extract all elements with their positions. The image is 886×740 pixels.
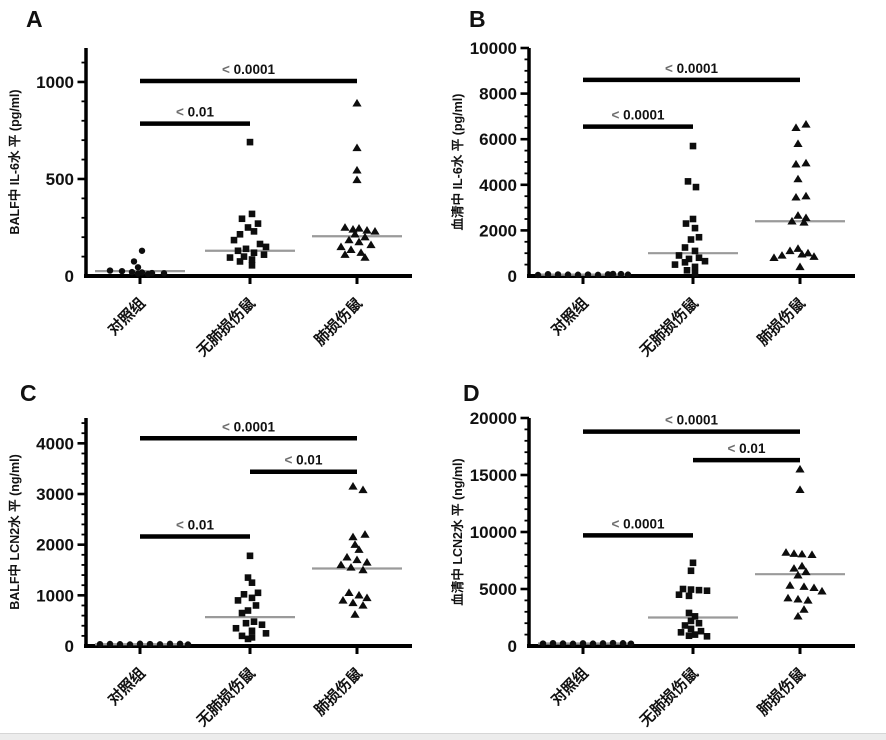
svg-text:500: 500 [46, 170, 74, 189]
svg-text:< 0.01: < 0.01 [176, 518, 214, 533]
data-points [534, 119, 819, 279]
data-points [539, 464, 827, 647]
x-tick-label: 无肺损伤鼠 [635, 664, 701, 730]
x-axis: 对照组 无肺损伤鼠 肺损伤鼠 [527, 644, 855, 731]
x-tick-label: 对照组 [547, 294, 592, 339]
y-axis: 0 5000 10000 15000 20000 血清中 LCN2水 平 (ng/ml) [450, 409, 531, 656]
x-axis: 对照组 无肺损伤鼠 肺损伤鼠 [84, 644, 412, 731]
svg-text:10000: 10000 [470, 523, 517, 542]
panel-b: B 0 2000 4000 6000 8000 10000 血清中 IL-6水 平 (pg/… [443, 0, 886, 370]
svg-text:< 0.01: < 0.01 [285, 453, 323, 468]
panel-letter-a: A [26, 6, 43, 32]
svg-text:0: 0 [508, 267, 517, 286]
panel-letter-d: D [463, 380, 480, 406]
scatter-plot-serum-il6: 0 2000 4000 6000 8000 10000 血清中 IL-6水 平 (pg/ml… [450, 39, 855, 361]
y-axis-title: 血清中 LCN2水 平 (ng/ml) [450, 458, 465, 605]
svg-text:20000: 20000 [470, 409, 517, 428]
panel-a: A 0 500 1000 BALF中 IL-6水 平 (pg/ml) 对照组 无肺损伤鼠肺… [0, 0, 443, 370]
svg-text:2000: 2000 [479, 221, 517, 240]
svg-text:0: 0 [65, 267, 74, 286]
svg-text:< 0.0001: < 0.0001 [665, 413, 718, 428]
svg-text:< 0.0001: < 0.0001 [222, 62, 275, 77]
svg-text:< 0.0001: < 0.0001 [612, 516, 665, 531]
svg-text:6000: 6000 [479, 130, 517, 149]
x-tick-label: 对照组 [104, 294, 149, 339]
svg-text:< 0.01: < 0.01 [728, 441, 766, 456]
x-axis: 对照组 无肺损伤鼠 肺损伤鼠 [84, 274, 412, 361]
data-points [96, 482, 372, 648]
svg-text:0: 0 [508, 637, 517, 656]
svg-text:5000: 5000 [479, 580, 517, 599]
y-axis-title: 血清中 IL-6水 平 (pg/ml) [450, 94, 465, 231]
panel-d: D 0 5000 10000 15000 20000 血清中 LCN2水 平 (ng/ml… [443, 370, 886, 740]
bottom-border [0, 733, 886, 740]
svg-text:< 0.0001: < 0.0001 [222, 419, 275, 434]
y-axis-title: BALF中 LCN2水 平 (ng/ml) [7, 454, 22, 610]
svg-text:< 0.01: < 0.01 [176, 105, 214, 120]
x-tick-label: 肺损伤鼠 [754, 664, 809, 719]
scatter-plot-balf-il6: 0 500 1000 BALF中 IL-6水 平 (pg/ml) 对照组 无肺损伤鼠 肺损伤… [7, 48, 412, 361]
panel-letter-c: C [20, 380, 37, 406]
x-tick-label: 肺损伤鼠 [754, 294, 809, 349]
y-axis: 0 2000 4000 6000 8000 10000 血清中 IL-6水 平 (pg/ml… [450, 39, 531, 286]
x-tick-label: 肺损伤鼠 [311, 664, 366, 719]
svg-text:2000: 2000 [36, 536, 74, 555]
svg-text:< 0.0001: < 0.0001 [665, 61, 718, 76]
x-tick-label: 肺损伤鼠 [311, 294, 366, 349]
svg-text:15000: 15000 [470, 466, 517, 485]
significance-bars: < 0.0001 < 0.0001 [583, 61, 800, 129]
scatter-plot-serum-lcn2: 0 5000 10000 15000 20000 血清中 LCN2水 平 (ng/ml) 对… [450, 409, 855, 731]
svg-text:0: 0 [65, 637, 74, 656]
panel-letter-b: B [469, 6, 486, 32]
x-tick-label: 无肺损伤鼠 [635, 294, 701, 360]
svg-text:10000: 10000 [470, 39, 517, 58]
significance-bars: < 0.0001 < 0.01 < 0.0001 [583, 413, 800, 538]
data-points [106, 98, 380, 278]
significance-bars: < 0.0001 < 0.01 [140, 62, 357, 126]
svg-text:4000: 4000 [479, 176, 517, 195]
y-axis-title: BALF中 IL-6水 平 (pg/ml) [7, 89, 22, 234]
x-tick-label: 对照组 [104, 664, 149, 709]
svg-text:4000: 4000 [36, 434, 74, 453]
x-tick-label: 无肺损伤鼠 [192, 294, 258, 360]
significance-bars: < 0.0001 < 0.01 < 0.01 [140, 419, 357, 539]
x-axis: 对照组 无肺损伤鼠 肺损伤鼠 [527, 274, 855, 361]
y-axis: 0 500 1000 BALF中 IL-6水 平 (pg/ml) [7, 48, 88, 286]
y-axis: 0 1000 2000 3000 4000 BALF中 LCN2水 平 (ng/ml) [7, 418, 88, 656]
panel-c: C 0 1000 2000 3000 4000 BALF中 LCN2水 平 (ng/ml)… [0, 370, 443, 740]
scatter-plot-balf-lcn2: 0 1000 2000 3000 4000 BALF中 LCN2水 平 (ng/ml) 对照… [7, 418, 412, 731]
x-tick-label: 无肺损伤鼠 [192, 664, 258, 730]
x-tick-label: 对照组 [547, 664, 592, 709]
svg-text:< 0.0001: < 0.0001 [612, 108, 665, 123]
svg-text:1000: 1000 [36, 73, 74, 92]
svg-text:8000: 8000 [479, 85, 517, 104]
svg-text:3000: 3000 [36, 485, 74, 504]
svg-text:1000: 1000 [36, 586, 74, 605]
